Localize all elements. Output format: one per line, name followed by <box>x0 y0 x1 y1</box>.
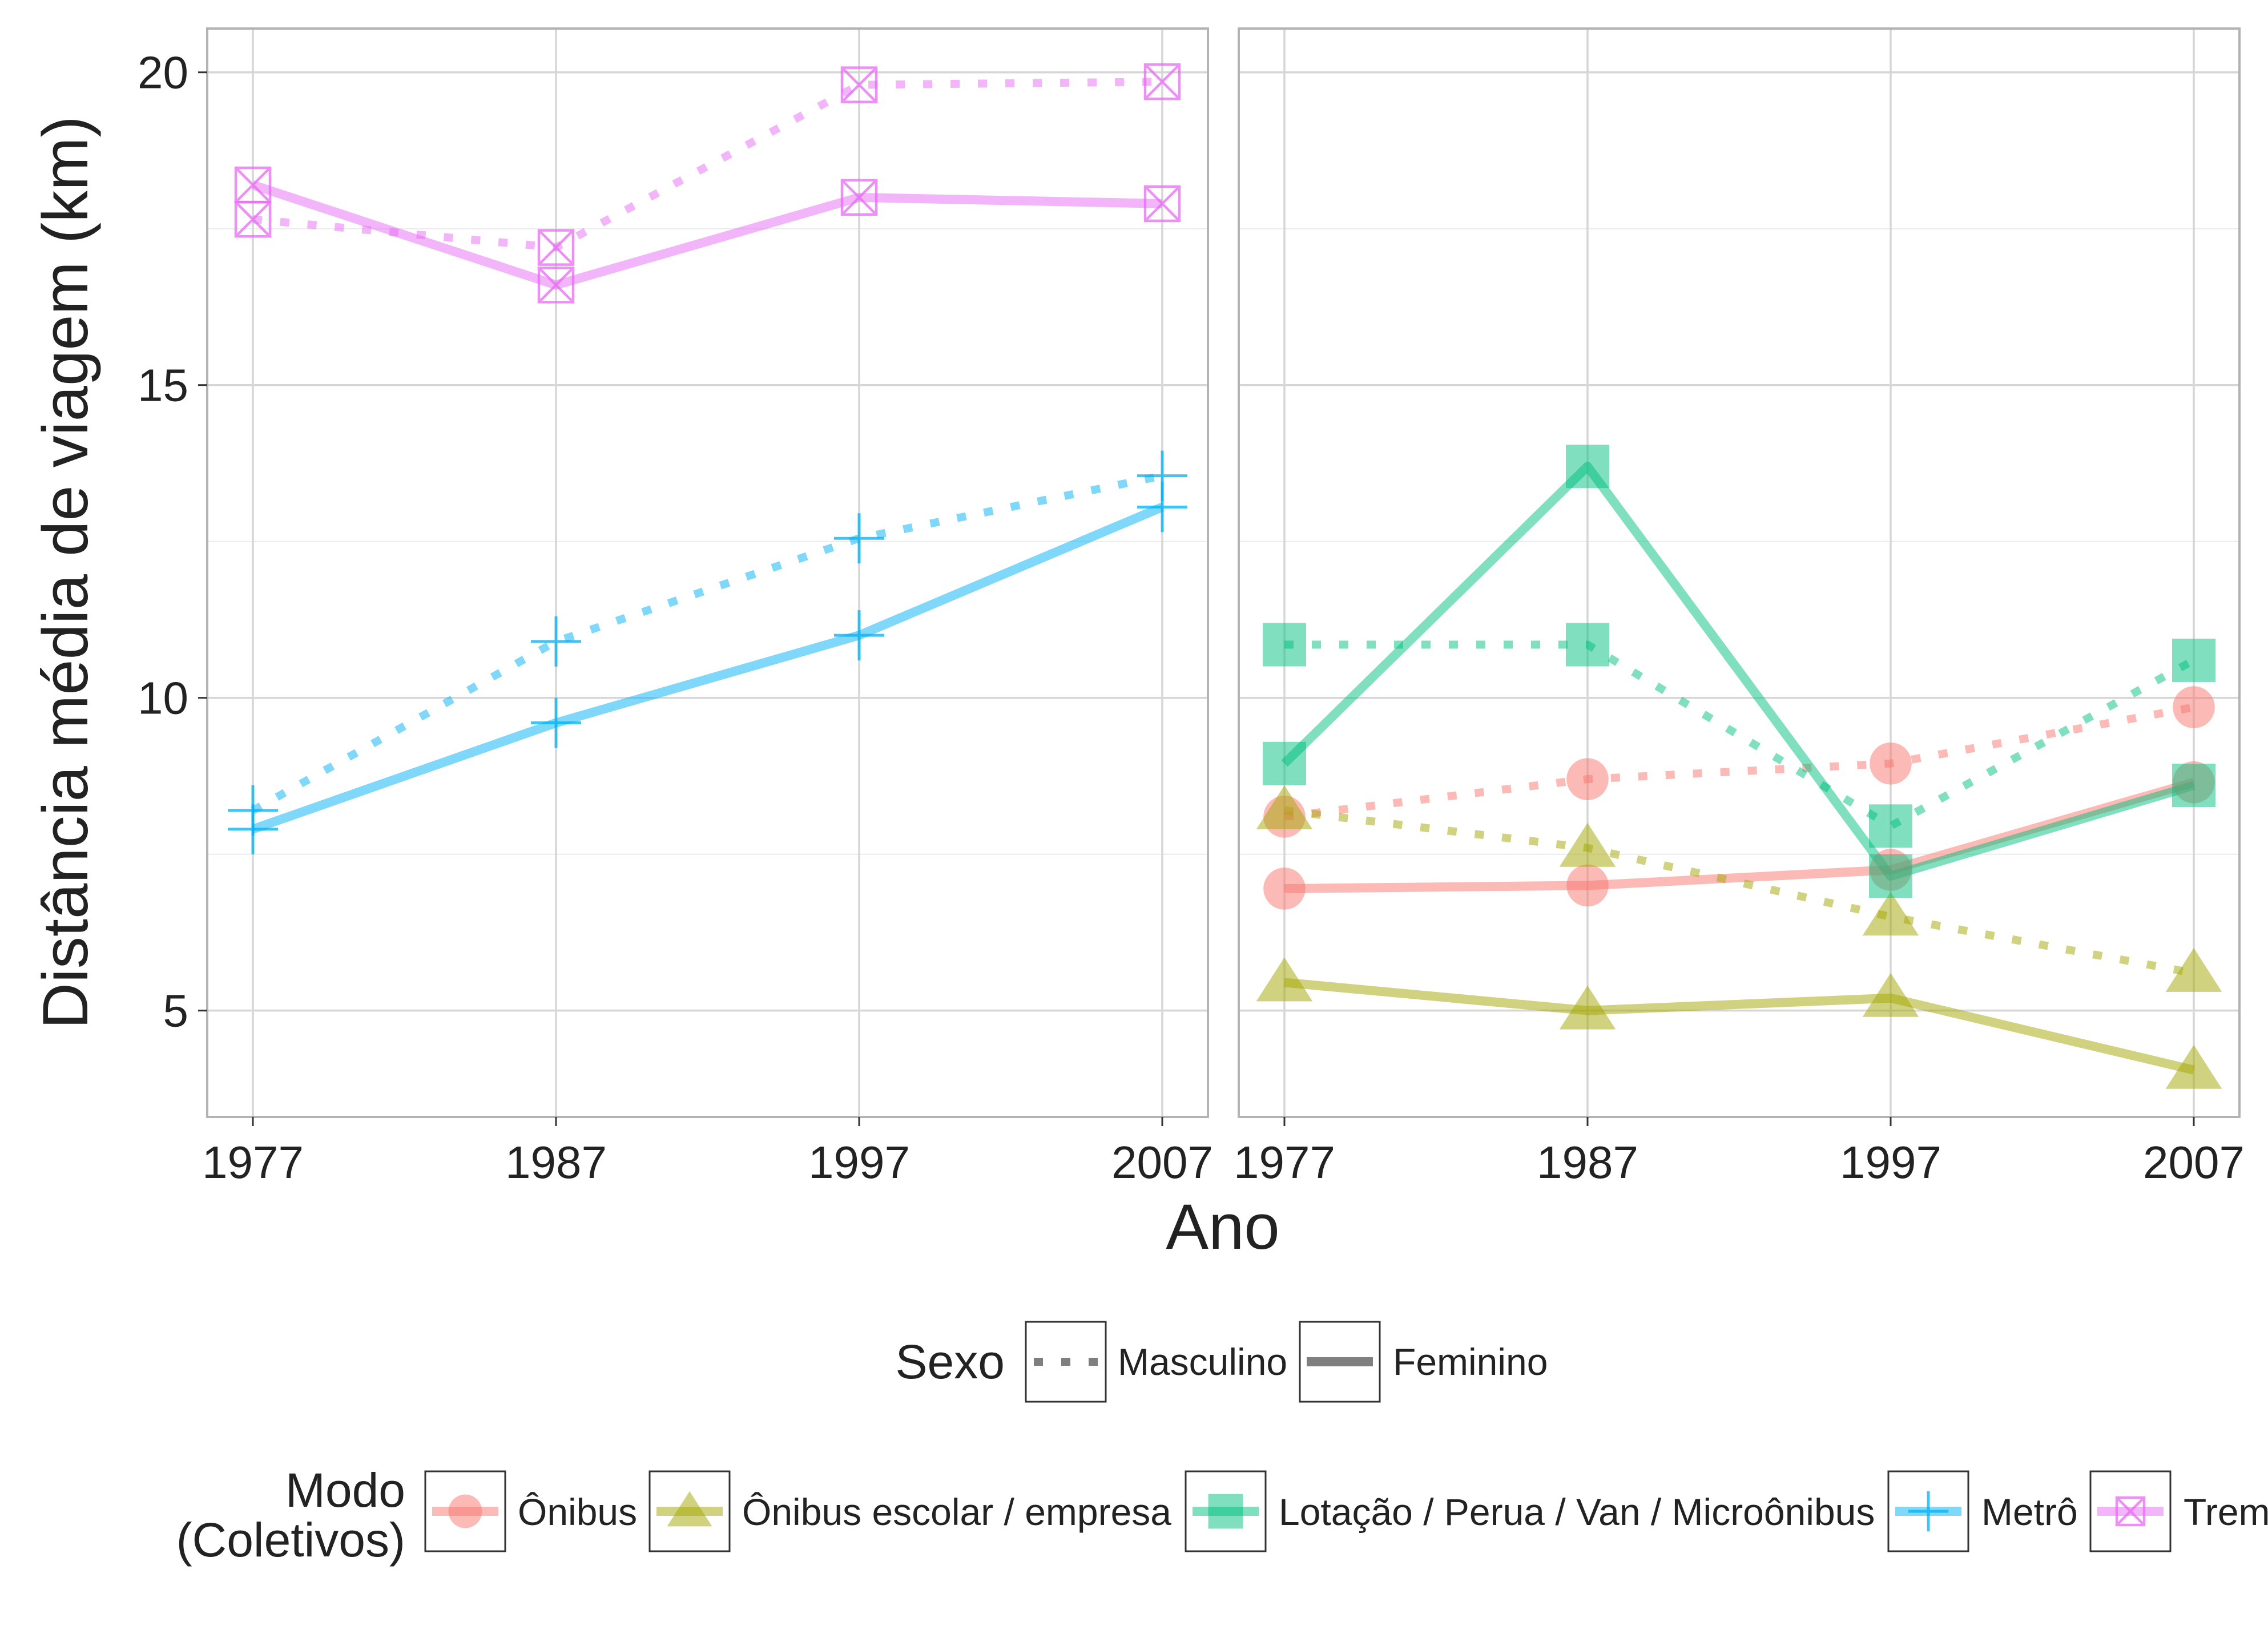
data-point <box>1870 742 1912 785</box>
legend-modo-item-lotacao-perua-van-microonibus: Lotação / Perua / Van / Microônibus <box>1185 1470 1875 1552</box>
x-tick-label: 1997 <box>808 1137 910 1188</box>
data-point <box>1256 785 1313 829</box>
data-point <box>531 697 581 748</box>
legend-key-marker <box>2115 1496 2146 1527</box>
x-tick-label: 1977 <box>202 1137 304 1188</box>
data-point <box>1869 854 1912 898</box>
panel-1: 1977 1987 1997 2007 <box>202 27 1213 1188</box>
x-axis-title: Ano <box>1166 1191 1279 1262</box>
data-point <box>834 610 884 661</box>
data-point <box>1263 868 1306 910</box>
legend-label: Lotação / Perua / Van / Microônibus <box>1279 1491 1875 1533</box>
legend-key-marker <box>1208 1494 1243 1529</box>
legend-modo-title-line2: (Coletivos) <box>176 1513 405 1567</box>
x-tick-label: 1997 <box>1840 1137 1941 1188</box>
data-point <box>1559 985 1616 1030</box>
data-point <box>1263 623 1306 667</box>
legend-modo-item-trem: Trem <box>2089 1470 2268 1552</box>
series-points-lotacao-perua-van-microonibus-feminino <box>1263 445 2215 898</box>
legend-modo: Modo(Coletivos) Ônibus Ônibus escolar / em… <box>176 1463 2268 1567</box>
legend-sexo: Sexo Masculino Feminino <box>896 1321 1548 1403</box>
y-axis-title: Distância média de viagem (km) <box>30 116 101 1029</box>
series-points-metro-masculino <box>228 450 1187 836</box>
data-point <box>2165 1044 2222 1089</box>
series-points-onibus-escolar-empresa-feminino <box>1256 957 2222 1089</box>
series-line-metro-masculino <box>251 471 1163 814</box>
series-line-onibus-escolar-empresa-masculino <box>1284 806 2195 977</box>
data-point <box>531 616 581 667</box>
data-point <box>2172 764 2215 808</box>
data-point <box>1566 758 1609 800</box>
data-point <box>1263 741 1306 785</box>
x-tick-label: 2007 <box>2143 1137 2245 1188</box>
data-point <box>840 66 878 103</box>
series-line-lotacao-perua-van-microonibus-masculino <box>1284 640 2196 830</box>
x-tick-label: 2007 <box>1111 1137 1213 1188</box>
data-point <box>1862 973 1919 1017</box>
data-point <box>2165 947 2222 992</box>
data-point <box>1256 957 1313 1002</box>
data-point <box>234 166 272 204</box>
data-point <box>1137 482 1187 532</box>
data-point <box>1862 891 1919 936</box>
series-line-trem-masculino <box>252 78 1163 252</box>
legend-key-marker <box>1908 1491 1949 1532</box>
legend-modo-title-line1: Modo <box>285 1463 405 1517</box>
y-tick-label: 15 <box>138 360 188 411</box>
legend-modo-item-metro: Metrô <box>1887 1470 2078 1552</box>
series-line-onibus-escolar-empresa-feminino <box>1284 978 2195 1075</box>
series-points-onibus-escolar-empresa-masculino <box>1256 785 2222 992</box>
data-point <box>2173 686 2215 728</box>
panel-2: 1977 1987 1997 2007 <box>1234 27 2245 1188</box>
series-line-metro-feminino <box>251 503 1165 834</box>
legend-label: Trem <box>2184 1491 2268 1533</box>
legend-label: Metrô <box>1981 1491 2078 1533</box>
series-points-lotacao-perua-van-microonibus-masculino <box>1263 623 2215 848</box>
series-line-trem-feminino <box>251 180 1163 290</box>
series-line-lotacao-perua-van-microonibus-feminino <box>1281 462 2196 881</box>
legend-modo-item-onibus-escolar-empresa: Ônibus escolar / empresa <box>648 1470 1171 1552</box>
panel-border <box>206 27 1209 1118</box>
data-point <box>840 179 878 216</box>
legend-key-marker <box>667 1491 712 1527</box>
legend-sexo-title: Sexo <box>896 1335 1005 1389</box>
data-point <box>228 804 278 854</box>
legend-key-marker <box>448 1494 482 1528</box>
legend-sexo-item-masculino: Masculino <box>1025 1321 1287 1403</box>
x-tick-label: 1977 <box>1234 1137 1335 1188</box>
legend-label: Masculino <box>1118 1341 1287 1383</box>
y-tick-label: 10 <box>138 673 188 724</box>
y-tick-label: 20 <box>138 47 188 98</box>
series-line-onibus-masculino <box>1284 703 2195 821</box>
series-points-trem-feminino <box>234 166 1181 304</box>
data-point <box>1143 185 1181 223</box>
data-point <box>2172 638 2215 682</box>
data-point <box>1143 63 1181 100</box>
legend-label: Feminino <box>1393 1341 1548 1383</box>
series-points-metro-feminino <box>228 482 1187 854</box>
data-point <box>1566 445 1609 489</box>
series-points-trem-masculino <box>234 63 1181 266</box>
panel-border <box>1238 27 2241 1118</box>
data-point <box>834 513 884 564</box>
legend-label: Ônibus <box>518 1491 637 1533</box>
data-point <box>1869 804 1912 848</box>
data-point <box>1559 822 1616 867</box>
data-point <box>1566 623 1609 667</box>
y-tick-label: 5 <box>163 986 189 1036</box>
legend-sexo-item-feminino: Feminino <box>1299 1321 1548 1403</box>
x-tick-label: 1987 <box>1537 1137 1638 1188</box>
x-tick-label: 1987 <box>505 1137 607 1188</box>
data-point <box>537 229 575 266</box>
data-point <box>1566 864 1609 907</box>
data-point <box>537 267 575 304</box>
legend-label: Ônibus escolar / empresa <box>742 1491 1171 1533</box>
legend-modo-item-onibus: Ônibus <box>424 1470 637 1552</box>
